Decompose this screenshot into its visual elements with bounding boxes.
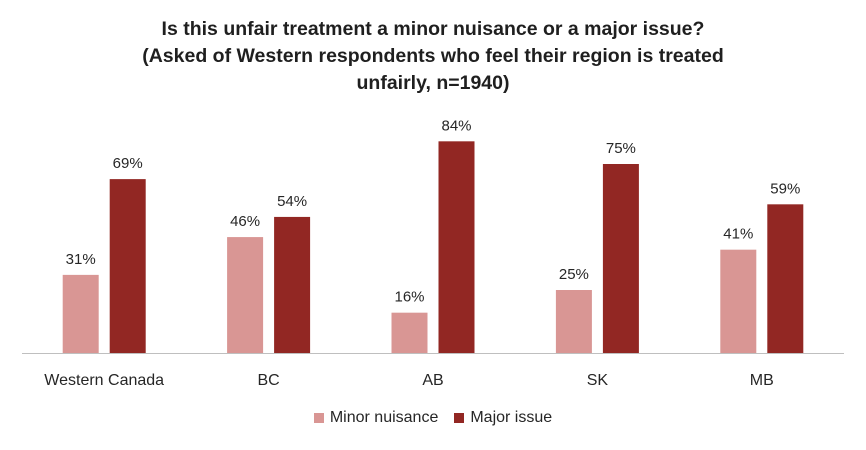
bar-minor-nuisance-bc: [227, 237, 264, 353]
data-label-minor-nuisance-mb: 41%: [723, 226, 753, 243]
bar-minor-nuisance-mb: [720, 249, 757, 353]
data-label-major-issue-sk: 75%: [606, 140, 636, 157]
x-tick-label-bc: BC: [257, 372, 279, 389]
legend-swatch-minor-nuisance: [313, 413, 324, 423]
bar-minor-nuisance-western-canada: [62, 274, 99, 353]
legend-item-minor-nuisance: Minor nuisance: [313, 409, 439, 427]
data-label-minor-nuisance-sk: 25%: [559, 266, 589, 283]
bar-major-issue-mb: [767, 204, 804, 353]
bar-major-issue-sk: [602, 164, 639, 353]
chart-legend: Minor nuisance Major issue: [0, 409, 866, 427]
legend-label-major-issue: Major issue: [470, 409, 553, 426]
data-label-major-issue-western-canada: 69%: [113, 155, 143, 172]
legend-item-major-issue: Major issue: [454, 409, 552, 427]
data-label-minor-nuisance-western-canada: 31%: [66, 251, 96, 268]
bar-major-issue-western-canada: [109, 179, 146, 353]
bar-major-issue-ab: [438, 141, 475, 353]
data-label-major-issue-ab: 84%: [441, 117, 471, 134]
chart-title-line-1: Is this unfair treatment a minor nuisanc…: [161, 18, 705, 40]
chart-title-line-3: unfairly, n=1940): [356, 72, 510, 94]
bar-minor-nuisance-sk: [555, 290, 592, 353]
x-tick-label-mb: MB: [750, 372, 774, 389]
bar-major-issue-bc: [274, 216, 311, 353]
bar-minor-nuisance-ab: [391, 312, 428, 353]
chart-title: Is this unfair treatment a minor nuisanc…: [0, 16, 866, 97]
x-tick-label-western-canada: Western Canada: [44, 372, 164, 389]
x-tick-label-ab: AB: [422, 372, 443, 389]
x-tick-label-sk: SK: [587, 372, 609, 389]
chart-title-line-2: (Asked of Western respondents who feel t…: [142, 45, 724, 67]
data-label-minor-nuisance-bc: 46%: [230, 213, 260, 230]
data-label-major-issue-mb: 59%: [770, 180, 800, 197]
legend-swatch-major-issue: [454, 413, 465, 423]
data-label-major-issue-bc: 54%: [277, 193, 307, 210]
legend-label-minor-nuisance: Minor nuisance: [329, 409, 439, 426]
data-label-minor-nuisance-ab: 16%: [394, 289, 424, 306]
